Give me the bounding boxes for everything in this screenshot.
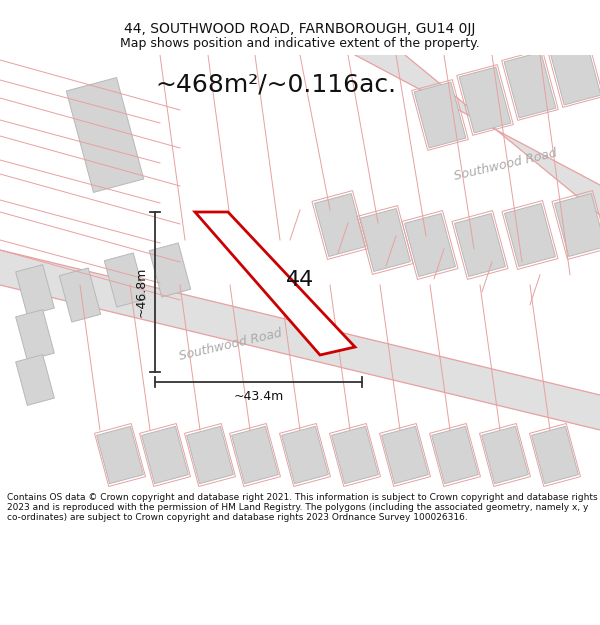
Polygon shape [332,426,379,484]
Text: ~468m²/~0.116ac.: ~468m²/~0.116ac. [155,72,396,96]
Polygon shape [187,426,233,484]
Polygon shape [232,426,278,484]
Polygon shape [195,212,355,355]
Polygon shape [505,204,556,266]
Text: Map shows position and indicative extent of the property.: Map shows position and indicative extent… [120,38,480,51]
Polygon shape [97,426,143,484]
Polygon shape [355,55,600,215]
Text: Contains OS data © Crown copyright and database right 2021. This information is : Contains OS data © Crown copyright and d… [7,492,598,522]
Polygon shape [0,250,600,430]
Polygon shape [504,52,556,118]
Polygon shape [549,39,600,105]
Text: 44: 44 [286,270,314,290]
Polygon shape [414,82,466,148]
Polygon shape [16,354,55,406]
Polygon shape [149,243,191,297]
Text: Southwood Road: Southwood Road [177,327,283,363]
Polygon shape [281,426,328,484]
Polygon shape [532,426,578,484]
Polygon shape [382,426,428,484]
Text: 44, SOUTHWOOD ROAD, FARNBOROUGH, GU14 0JJ: 44, SOUTHWOOD ROAD, FARNBOROUGH, GU14 0J… [124,22,476,36]
Polygon shape [59,268,101,322]
Polygon shape [66,78,144,192]
Polygon shape [459,67,511,133]
Polygon shape [16,309,55,361]
Polygon shape [16,264,55,316]
Polygon shape [482,426,529,484]
Polygon shape [554,194,600,256]
Text: Southwood Road: Southwood Road [452,147,558,183]
Polygon shape [142,426,188,484]
Polygon shape [314,194,365,256]
Polygon shape [359,209,410,271]
Polygon shape [455,214,505,276]
Text: ~46.8m: ~46.8m [134,267,148,317]
Polygon shape [104,253,146,307]
Polygon shape [404,214,455,276]
Text: ~43.4m: ~43.4m [233,389,284,402]
Polygon shape [431,426,478,484]
